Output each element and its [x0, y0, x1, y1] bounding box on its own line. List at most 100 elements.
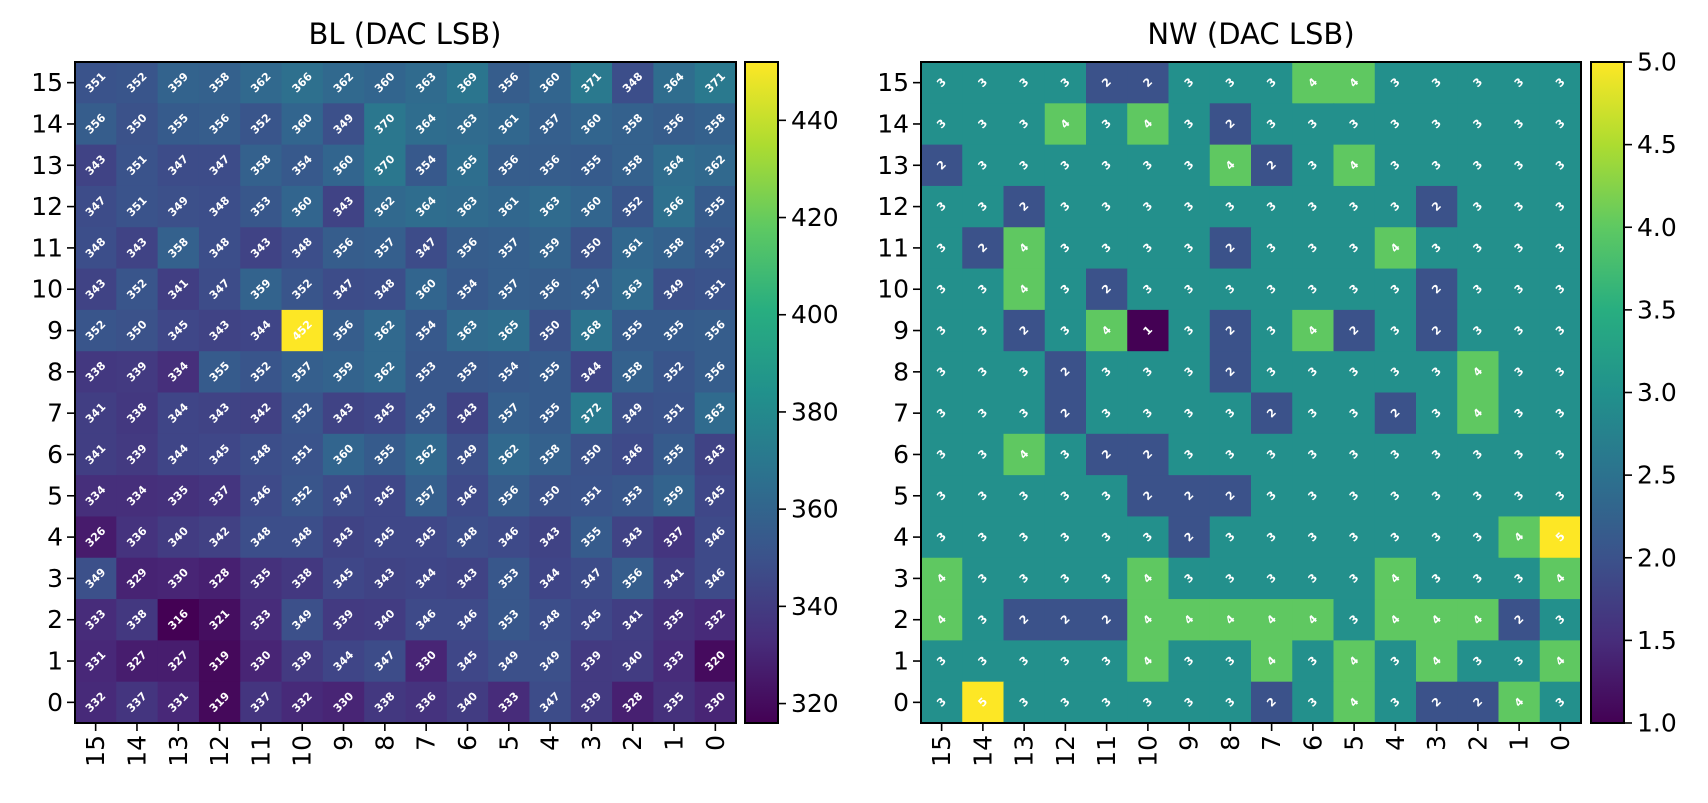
- nw-heatmap-cell: [1209, 351, 1252, 394]
- nw-heatmap-cell: [1044, 62, 1087, 104]
- nw-heatmap-cell: [1498, 268, 1541, 311]
- bl-heatmap-cell: [529, 185, 572, 228]
- bl-heatmap-cell: [364, 599, 407, 641]
- bl-heatmap-cell: [75, 640, 117, 683]
- bl-heatmap-cell: [364, 309, 407, 352]
- bl-heatmap-cell: [446, 185, 489, 228]
- nw-heatmap-cell: [1498, 103, 1541, 146]
- bl-heatmap-cell: [405, 144, 448, 187]
- bl-heatmap-cell: [570, 475, 613, 518]
- bl-heatmap-cell: [694, 681, 737, 724]
- bl-y-tick-label: 5: [47, 481, 63, 510]
- nw-heatmap-cell: [962, 557, 1005, 600]
- nw-heatmap-cell: [1251, 185, 1293, 228]
- bl-heatmap-cell: [653, 599, 696, 641]
- bl-heatmap-cell: [116, 392, 159, 435]
- nw-heatmap-cell: [1127, 103, 1170, 146]
- bl-heatmap-cell: [116, 351, 159, 394]
- nw-heatmap-cell: [1044, 392, 1087, 435]
- nw-heatmap-cell: [1003, 599, 1046, 641]
- nw-x-tick-label: 8: [1216, 735, 1245, 751]
- nw-heatmap-cell: [962, 516, 1005, 559]
- nw-heatmap-cell: [1457, 227, 1500, 270]
- nw-heatmap-cell: [1416, 433, 1458, 476]
- nw-x-tick-label: 4: [1381, 735, 1410, 751]
- nw-heatmap-cell: [1127, 640, 1170, 683]
- bl-heatmap-cell: [240, 475, 283, 518]
- bl-colorbar: [745, 62, 778, 723]
- nw-heatmap-cell: [1416, 268, 1458, 311]
- bl-heatmap-cell: [281, 144, 324, 187]
- bl-heatmap-cell: [364, 392, 407, 435]
- nw-heatmap-cell: [1168, 516, 1211, 559]
- bl-heatmap-cell: [488, 516, 531, 559]
- nw-heatmap-cell: [1333, 185, 1376, 228]
- nw-heatmap-cell: [1292, 516, 1335, 559]
- nw-heatmap-cell: [1209, 392, 1252, 435]
- bl-heatmap-cell: [488, 62, 531, 104]
- bl-heatmap-cell: [240, 227, 283, 270]
- bl-x-tick-label: 3: [577, 735, 606, 751]
- nw-heatmap-cell: [1251, 62, 1293, 104]
- bl-heatmap-cell: [322, 62, 365, 104]
- bl-heatmap-cell: [322, 185, 365, 228]
- bl-heatmap-cell: [157, 433, 200, 476]
- bl-heatmap-cell: [198, 268, 241, 311]
- nw-heatmap-cell: [1168, 475, 1211, 518]
- nw-heatmap-cell: [1333, 351, 1376, 394]
- bl-heatmap-cell: [653, 351, 696, 394]
- bl-heatmap-cell: [612, 227, 654, 270]
- bl-heatmap-cell: [364, 351, 407, 394]
- nw-y-tick-label: 10: [877, 275, 909, 304]
- bl-heatmap-cell: [653, 185, 696, 228]
- bl-colorbar-tick-label: 380: [791, 397, 839, 426]
- bl-y-tick-label: 6: [47, 440, 63, 469]
- nw-heatmap-cell: [1539, 62, 1582, 104]
- bl-heatmap-cell: [488, 392, 531, 435]
- nw-heatmap-cell: [1003, 516, 1046, 559]
- bl-heatmap-cell: [405, 185, 448, 228]
- nw-heatmap-cell: [1374, 144, 1417, 187]
- bl-heatmap-cell: [240, 599, 283, 641]
- bl-heatmap-cell: [364, 516, 407, 559]
- bl-heatmap-cell: [116, 103, 159, 146]
- bl-heatmap-cell: [157, 227, 200, 270]
- nw-heatmap-cell: [1168, 351, 1211, 394]
- nw-x-tick-label: 9: [1175, 735, 1204, 751]
- bl-heatmap-cell: [570, 144, 613, 187]
- bl-heatmap-cell: [75, 433, 117, 476]
- bl-heatmap-cell: [198, 185, 241, 228]
- nw-heatmap-cell: [1003, 144, 1046, 187]
- bl-heatmap-cell: [446, 599, 489, 641]
- nw-heatmap-cell: [1374, 640, 1417, 683]
- nw-heatmap-cell: [1333, 392, 1376, 435]
- bl-heatmap-cell: [488, 144, 531, 187]
- bl-heatmap-cell: [694, 62, 737, 104]
- nw-heatmap-cell: [1457, 557, 1500, 600]
- bl-heatmap-cell: [281, 516, 324, 559]
- bl-heatmap-cell: [364, 433, 407, 476]
- bl-heatmap-cell: [157, 103, 200, 146]
- bl-heatmap-cell: [612, 62, 654, 104]
- nw-heatmap-cell: [921, 433, 963, 476]
- nw-heatmap-cell: [921, 62, 963, 104]
- nw-heatmap-cell: [962, 268, 1005, 311]
- bl-heatmap-cell: [529, 309, 572, 352]
- nw-heatmap-cell: [1416, 516, 1458, 559]
- bl-heatmap-cell: [529, 557, 572, 600]
- bl-heatmap-cell: [198, 640, 241, 683]
- nw-heatmap-cell: [1457, 309, 1500, 352]
- nw-heatmap-cell: [1003, 309, 1046, 352]
- nw-heatmap-cell: [1539, 144, 1582, 187]
- bl-heatmap-cell: [240, 640, 283, 683]
- nw-heatmap-cell: [1292, 103, 1335, 146]
- nw-heatmap-cell: [1086, 62, 1128, 104]
- nw-heatmap-cell: [1416, 62, 1458, 104]
- bl-heatmap-cell: [116, 557, 159, 600]
- bl-heatmap-cell: [694, 185, 737, 228]
- nw-heatmap-cell: [1127, 351, 1170, 394]
- nw-heatmap-cell: [1168, 185, 1211, 228]
- nw-heatmap-cell: [1333, 433, 1376, 476]
